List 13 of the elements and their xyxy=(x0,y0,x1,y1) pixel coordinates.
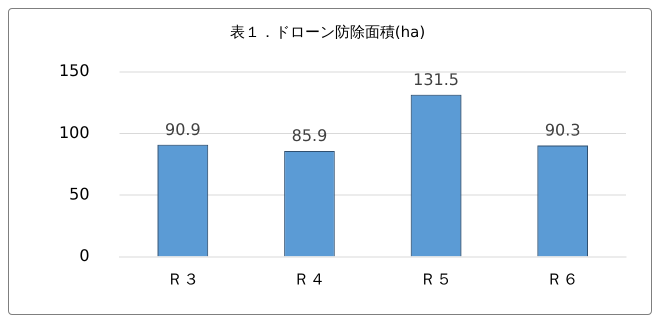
y-tick-label: 150 xyxy=(58,61,90,80)
data-label: 90.3 xyxy=(544,120,581,140)
y-tick-label: 50 xyxy=(69,184,90,204)
x-tick-label: Ｒ３ xyxy=(166,270,199,289)
y-tick-label: 0 xyxy=(79,246,90,265)
x-tick-label: Ｒ４ xyxy=(293,270,326,289)
x-tick-label: Ｒ５ xyxy=(420,270,452,289)
x-tick-label: Ｒ６ xyxy=(546,270,579,289)
y-tick-label: 100 xyxy=(58,122,90,142)
chart-title: 表１．ドローン防除面積(ha) xyxy=(230,22,426,41)
data-label: 85.9 xyxy=(292,126,328,146)
data-label: 90.9 xyxy=(165,120,201,139)
data-label: 131.5 xyxy=(413,70,459,89)
